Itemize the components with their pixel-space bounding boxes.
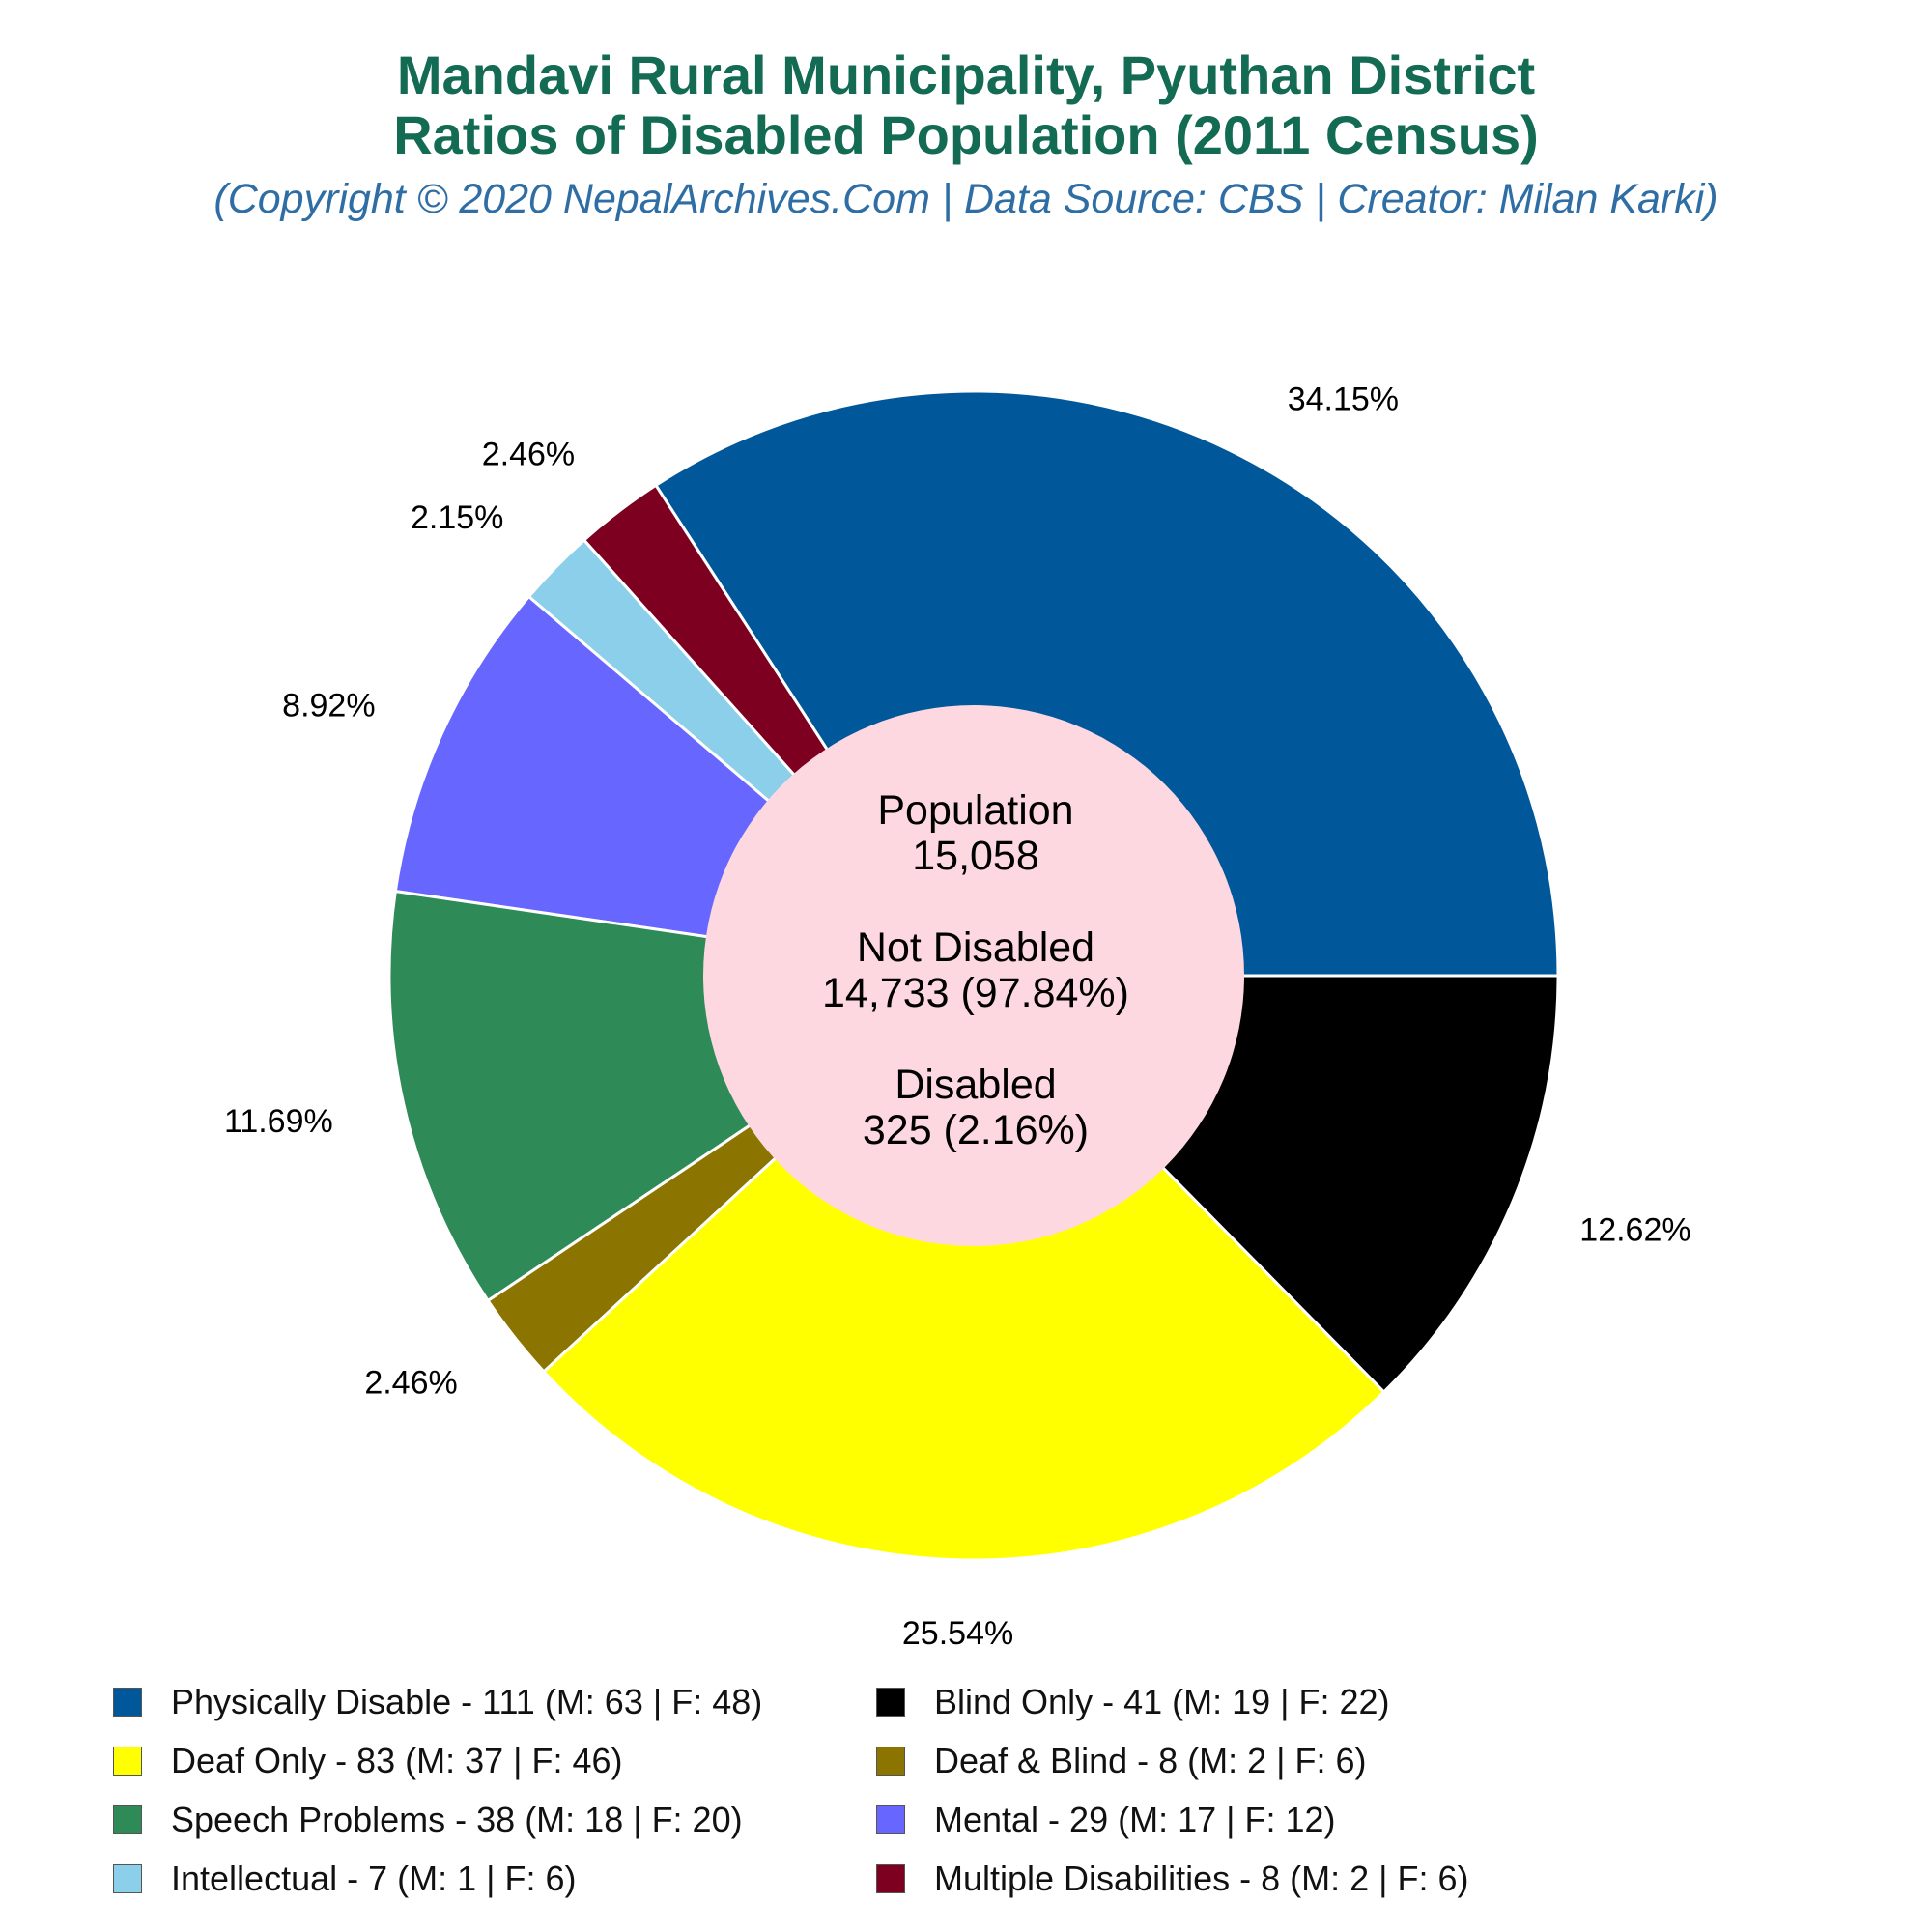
legend-swatch-speech-problems bbox=[113, 1805, 142, 1834]
center-population-label: Population bbox=[877, 787, 1073, 834]
pie-slice-deaf-only bbox=[541, 973, 1386, 1562]
legend-item-physically-disable: Physically Disable - 111 (M: 63 | F: 48) bbox=[113, 1677, 762, 1727]
legend-label-blind-only: Blind Only - 41 (M: 19 | F: 22) bbox=[934, 1682, 1390, 1721]
legend-item-speech-problems: Speech Problems - 38 (M: 18 | F: 20) bbox=[113, 1795, 743, 1845]
legend-label-speech-problems: Speech Problems - 38 (M: 18 | F: 20) bbox=[171, 1800, 743, 1839]
percent-label-deaf-blind: 2.46% bbox=[364, 1365, 457, 1402]
legend-label-physically-disable: Physically Disable - 111 (M: 63 | F: 48) bbox=[171, 1682, 763, 1721]
legend-swatch-deaf-blind bbox=[876, 1747, 905, 1776]
percent-labels: 34.15% 2.46% 2.15% 8.92% 11.69% 2.46% 25.54% 12… bbox=[224, 382, 1691, 1652]
legend-item-deaf-only: Deaf Only - 83 (M: 37 | F: 46) bbox=[113, 1736, 623, 1786]
legend-swatch-multiple-disabilities bbox=[876, 1864, 905, 1893]
percent-label-speech-problems: 11.69% bbox=[224, 1103, 333, 1140]
legend-swatch-blind-only bbox=[876, 1688, 905, 1717]
center-not-disabled-value: 14,733 (97.84%) bbox=[822, 970, 1129, 1016]
chart-title: Mandavi Rural Municipality, Pyuthan Dist… bbox=[396, 44, 1536, 105]
chart-title-line2: Ratios of Disabled Population (2011 Cens… bbox=[393, 104, 1539, 165]
legend-item-deaf-blind: Deaf & Blind - 8 (M: 2 | F: 6) bbox=[876, 1736, 1367, 1786]
chart-subtitle: (Copyright © 2020 NepalArchives.Com | Da… bbox=[213, 176, 1719, 222]
legend-label-deaf-only: Deaf Only - 83 (M: 37 | F: 46) bbox=[171, 1741, 623, 1780]
legend-item-blind-only: Blind Only - 41 (M: 19 | F: 22) bbox=[876, 1677, 1390, 1727]
legend-label-mental: Mental - 29 (M: 17 | F: 12) bbox=[934, 1800, 1336, 1839]
center-disabled-value: 325 (2.16%) bbox=[863, 1107, 1089, 1153]
legend-swatch-physically-disable bbox=[113, 1688, 142, 1717]
legend-item-intellectual: Intellectual - 7 (M: 1 | F: 6) bbox=[113, 1854, 576, 1904]
legend-swatch-intellectual bbox=[113, 1864, 142, 1893]
legend-label-multiple-disabilities: Multiple Disabilities - 8 (M: 2 | F: 6) bbox=[934, 1859, 1469, 1898]
legend-swatch-mental bbox=[876, 1805, 905, 1834]
percent-label-intellectual: 2.15% bbox=[411, 499, 503, 536]
legend-item-multiple-disabilities: Multiple Disabilities - 8 (M: 2 | F: 6) bbox=[876, 1854, 1468, 1904]
legend-label-deaf-blind: Deaf & Blind - 8 (M: 2 | F: 6) bbox=[934, 1741, 1367, 1780]
center-hole bbox=[703, 705, 1244, 1246]
percent-label-mental: 8.92% bbox=[282, 687, 375, 724]
pie-chart: 34.15% 2.46% 2.15% 8.92% 11.69% 2.46% 25.54% 12… bbox=[224, 382, 1691, 1652]
legend-item-mental: Mental - 29 (M: 17 | F: 12) bbox=[876, 1795, 1336, 1845]
legend-swatch-deaf-only bbox=[113, 1747, 142, 1776]
percent-label-physically-disable: 34.15% bbox=[1288, 382, 1399, 418]
percent-label-multiple-disabilities: 2.46% bbox=[482, 437, 575, 473]
percent-label-blind-only: 12.62% bbox=[1579, 1212, 1690, 1249]
legend-label-intellectual: Intellectual - 7 (M: 1 | F: 6) bbox=[171, 1859, 577, 1898]
center-population-value: 15,058 bbox=[912, 833, 1039, 879]
center-disabled-label: Disabled bbox=[895, 1062, 1056, 1108]
percent-label-deaf-only: 25.54% bbox=[902, 1615, 1013, 1652]
center-not-disabled-label: Not Disabled bbox=[857, 924, 1094, 971]
